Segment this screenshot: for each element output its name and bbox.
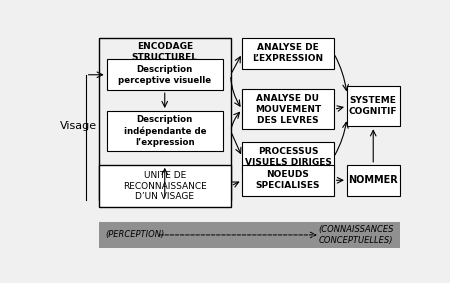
Text: (CONNAISSANCES
CONCEPTUELLES): (CONNAISSANCES CONCEPTUELLES) xyxy=(318,225,393,245)
Bar xyxy=(242,142,334,173)
Bar xyxy=(347,165,400,196)
Bar xyxy=(242,165,334,196)
Text: NOEUDS
SPECIALISES: NOEUDS SPECIALISES xyxy=(256,170,320,190)
Text: (PERCEPTION): (PERCEPTION) xyxy=(105,230,164,239)
Text: Description
indépendante de
l’expression: Description indépendante de l’expression xyxy=(123,115,206,147)
Text: NOMMER: NOMMER xyxy=(348,175,398,185)
Text: ANALYSE DU
MOUVEMENT
DES LEVRES: ANALYSE DU MOUVEMENT DES LEVRES xyxy=(255,94,321,125)
Bar xyxy=(347,86,400,127)
Text: ANALYSE DE
L’EXPRESSION: ANALYSE DE L’EXPRESSION xyxy=(252,43,324,63)
Text: SYSTEME
COGNITIF: SYSTEME COGNITIF xyxy=(349,97,397,116)
Bar xyxy=(99,222,400,248)
Text: UNITE DE
RECONNAISSANCE
D’UN VISAGE: UNITE DE RECONNAISSANCE D’UN VISAGE xyxy=(123,171,207,201)
Bar xyxy=(99,165,230,207)
Text: PROCESSUS
VISUELS DIRIGES: PROCESSUS VISUELS DIRIGES xyxy=(244,147,331,167)
Text: ENCODAGE
STRUCTUREL: ENCODAGE STRUCTUREL xyxy=(132,42,198,63)
Bar xyxy=(107,59,223,90)
Bar xyxy=(242,38,334,68)
Bar xyxy=(107,111,223,151)
Bar xyxy=(99,38,230,200)
Text: Description
perceptive visuelle: Description perceptive visuelle xyxy=(118,65,212,85)
Bar xyxy=(242,89,334,129)
Text: Visage: Visage xyxy=(60,121,97,131)
